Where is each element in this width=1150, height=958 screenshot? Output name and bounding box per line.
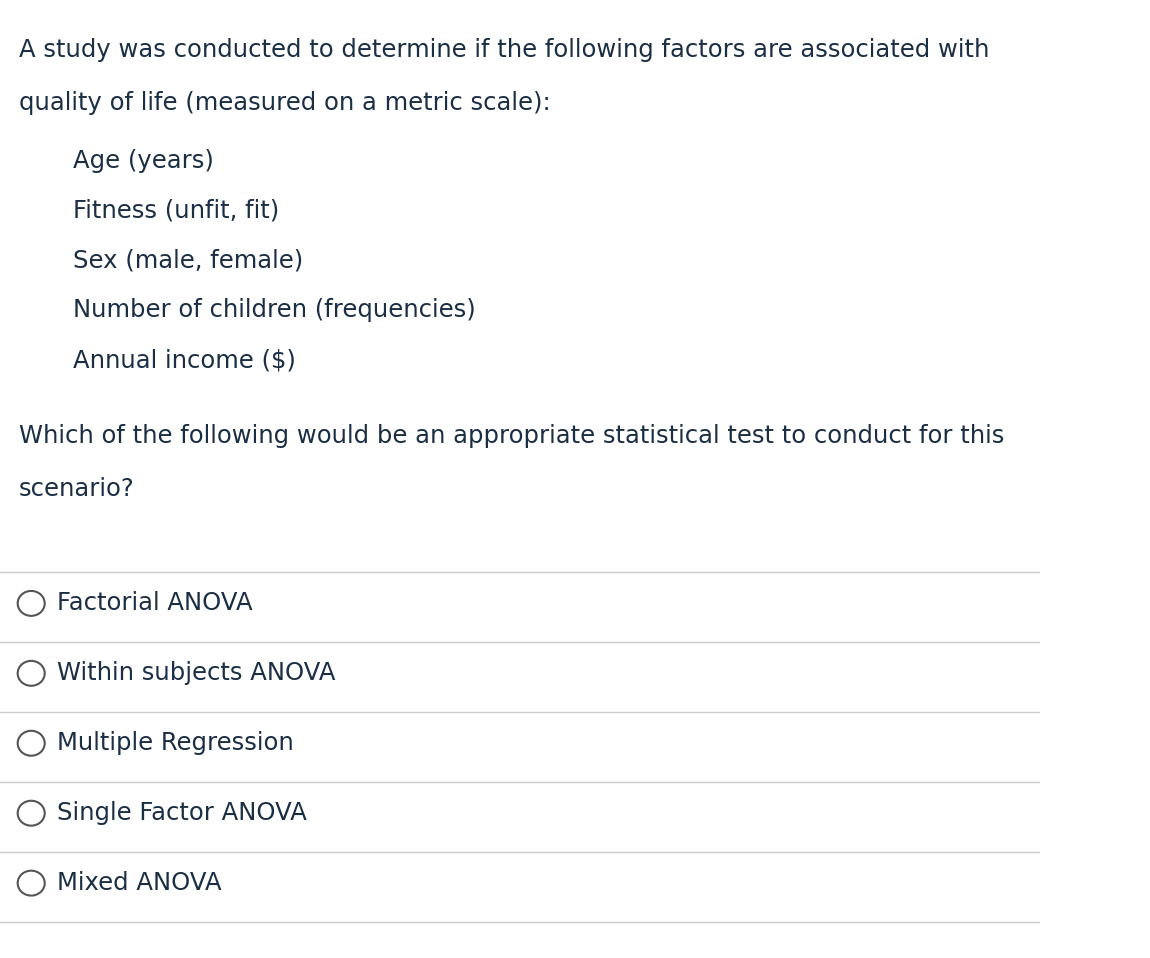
Text: Number of children (frequencies): Number of children (frequencies) bbox=[72, 299, 476, 323]
Text: Annual income ($): Annual income ($) bbox=[72, 349, 296, 373]
Text: Factorial ANOVA: Factorial ANOVA bbox=[58, 591, 253, 615]
Text: A study was conducted to determine if the following factors are associated with: A study was conducted to determine if th… bbox=[18, 38, 989, 62]
Text: Which of the following would be an appropriate statistical test to conduct for t: Which of the following would be an appro… bbox=[18, 424, 1004, 448]
Text: Single Factor ANOVA: Single Factor ANOVA bbox=[58, 801, 307, 825]
Text: Age (years): Age (years) bbox=[72, 149, 214, 173]
Text: quality of life (measured on a metric scale):: quality of life (measured on a metric sc… bbox=[18, 91, 551, 115]
Text: Multiple Regression: Multiple Regression bbox=[58, 731, 294, 755]
Text: Within subjects ANOVA: Within subjects ANOVA bbox=[58, 661, 336, 685]
Text: scenario?: scenario? bbox=[18, 477, 135, 501]
Text: Sex (male, female): Sex (male, female) bbox=[72, 249, 304, 273]
Text: Mixed ANOVA: Mixed ANOVA bbox=[58, 871, 222, 895]
Text: Fitness (unfit, fit): Fitness (unfit, fit) bbox=[72, 199, 279, 223]
